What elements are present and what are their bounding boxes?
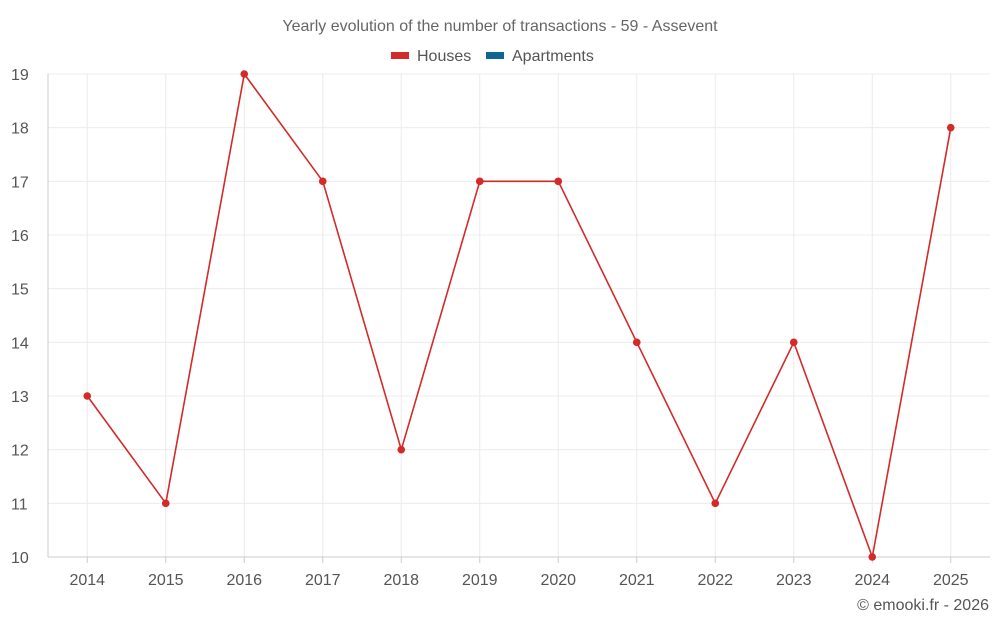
- chart-title: Yearly evolution of the number of transa…: [282, 18, 718, 35]
- legend-label-houses: Houses: [417, 48, 471, 65]
- legend: Houses Apartments: [391, 48, 594, 65]
- data-point-houses-2022[interactable]: [711, 499, 720, 508]
- y-tick-label: 16: [11, 228, 29, 245]
- data-point-houses-2017[interactable]: [318, 177, 327, 186]
- x-tick-label: 2016: [226, 572, 262, 589]
- x-tick-label: 2014: [69, 572, 105, 589]
- grid: [48, 73, 990, 557]
- data-point-houses-2025[interactable]: [946, 123, 955, 132]
- x-tick-label: 2020: [540, 572, 576, 589]
- x-tick-label: 2021: [619, 572, 655, 589]
- legend-label-apartments: Apartments: [512, 48, 594, 65]
- series-group: [83, 70, 955, 561]
- y-tick-label: 12: [11, 443, 29, 460]
- series-line-houses: [86, 72, 952, 561]
- y-tick-label: 19: [11, 67, 29, 84]
- x-tick-label: 2022: [697, 572, 733, 589]
- x-tick-label: 2023: [776, 572, 812, 589]
- x-axis-ticks: 2014 2015 2016 2017 2018 2019 2020 2021 2022 2023…: [69, 557, 969, 589]
- axes: [47, 74, 990, 558]
- data-point-houses-2024[interactable]: [868, 553, 877, 561]
- data-point-houses-2018[interactable]: [397, 445, 406, 454]
- y-tick-label: 17: [11, 174, 29, 191]
- y-axis-ticks: 10 11 12 13 14 15 16 17 18 19: [11, 67, 29, 567]
- x-tick-label: 2025: [933, 572, 969, 589]
- data-point-houses-2015[interactable]: [161, 499, 170, 508]
- legend-swatch-apartments: [486, 52, 504, 59]
- y-tick-label: 14: [11, 335, 29, 352]
- legend-swatch-houses: [391, 52, 409, 59]
- y-tick-label: 15: [11, 282, 29, 299]
- x-tick-label: 2024: [854, 572, 890, 589]
- data-point-houses-2019[interactable]: [475, 177, 484, 186]
- legend-item-apartments[interactable]: Apartments: [486, 48, 594, 65]
- y-tick-label: 10: [11, 550, 29, 567]
- data-point-houses-2021[interactable]: [632, 338, 641, 347]
- legend-item-houses[interactable]: Houses: [391, 48, 471, 65]
- y-tick-label: 13: [11, 389, 29, 406]
- data-point-houses-2023[interactable]: [789, 338, 798, 347]
- data-point-houses-2014[interactable]: [83, 392, 92, 400]
- x-tick-label: 2015: [148, 572, 184, 589]
- credit-text: © emooki.fr - 2026: [857, 597, 989, 614]
- y-tick-label: 18: [11, 121, 29, 138]
- x-tick-label: 2019: [462, 572, 498, 589]
- x-tick-label: 2018: [383, 572, 419, 589]
- data-point-houses-2016[interactable]: [240, 70, 249, 78]
- x-tick-label: 2017: [305, 572, 341, 589]
- y-tick-label: 11: [11, 496, 28, 513]
- data-point-houses-2020[interactable]: [554, 177, 563, 186]
